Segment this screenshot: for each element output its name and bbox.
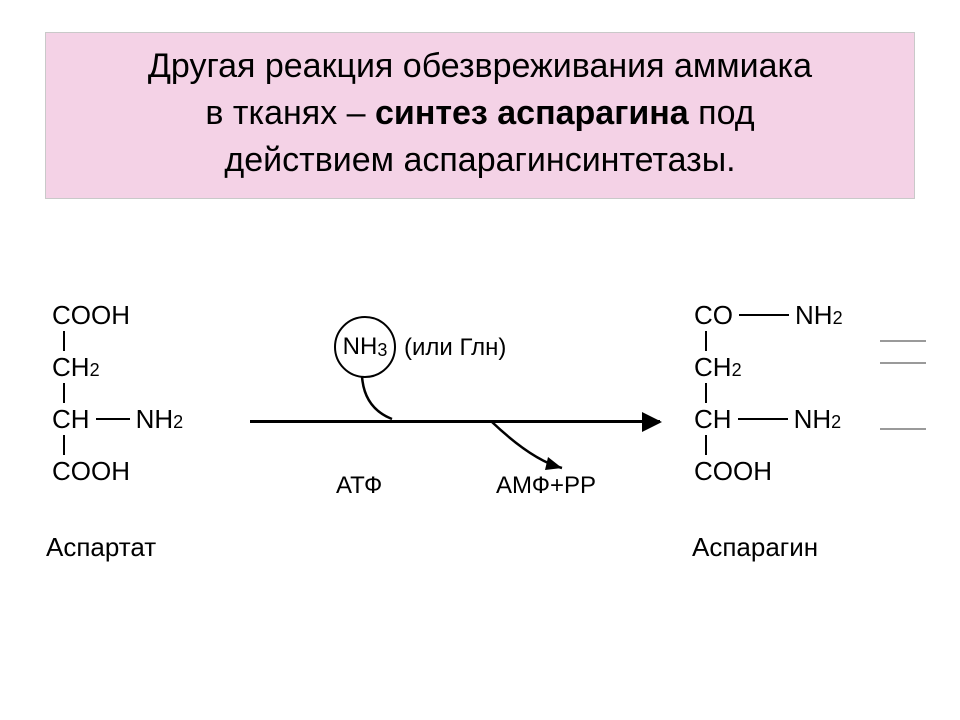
bond-icon [739, 314, 789, 316]
asn-r3-side: NH [794, 406, 832, 432]
bond-icon [705, 435, 707, 455]
asn-r1-side-sub: 2 [833, 309, 843, 327]
asn-r4: COOH [694, 458, 772, 484]
title-box: Другая реакция обезвреживания аммиака в … [45, 32, 915, 199]
asparagine-label: Аспарагин [692, 532, 818, 563]
bond-icon [705, 383, 707, 403]
bond-icon [738, 418, 788, 420]
asn-r2: CH [694, 354, 732, 380]
asn-r3: CH [694, 406, 732, 432]
title-line3: действием аспарагинсинтетазы. [224, 141, 735, 179]
slide: Другая реакция обезвреживания аммиака в … [0, 0, 960, 720]
bond-icon [705, 331, 707, 351]
title-line2-b: синтез аспарагина [375, 94, 689, 132]
asn-r1: CO [694, 302, 733, 328]
asn-r2-sub: 2 [732, 361, 742, 379]
artifact-line [880, 428, 926, 430]
title-line2-a: в тканях – [205, 94, 375, 132]
artifact-line [880, 340, 926, 342]
cofactor-in: АТФ [336, 472, 382, 500]
asn-r3-side-sub: 2 [831, 413, 841, 431]
asparagine-structure: CO NH2 CH2 CH NH2 COOH [694, 300, 843, 486]
title-line2-c: под [689, 94, 755, 132]
reaction-diagram: COOH CH2 CH NH2 COOH Аспартат NH3 (или Г… [42, 300, 922, 660]
asn-r1-side: NH [795, 302, 833, 328]
artifact-line [880, 362, 926, 364]
title-line1: Другая реакция обезвреживания аммиака [148, 47, 812, 85]
cofactor-out: АМФ+PP [496, 472, 596, 500]
